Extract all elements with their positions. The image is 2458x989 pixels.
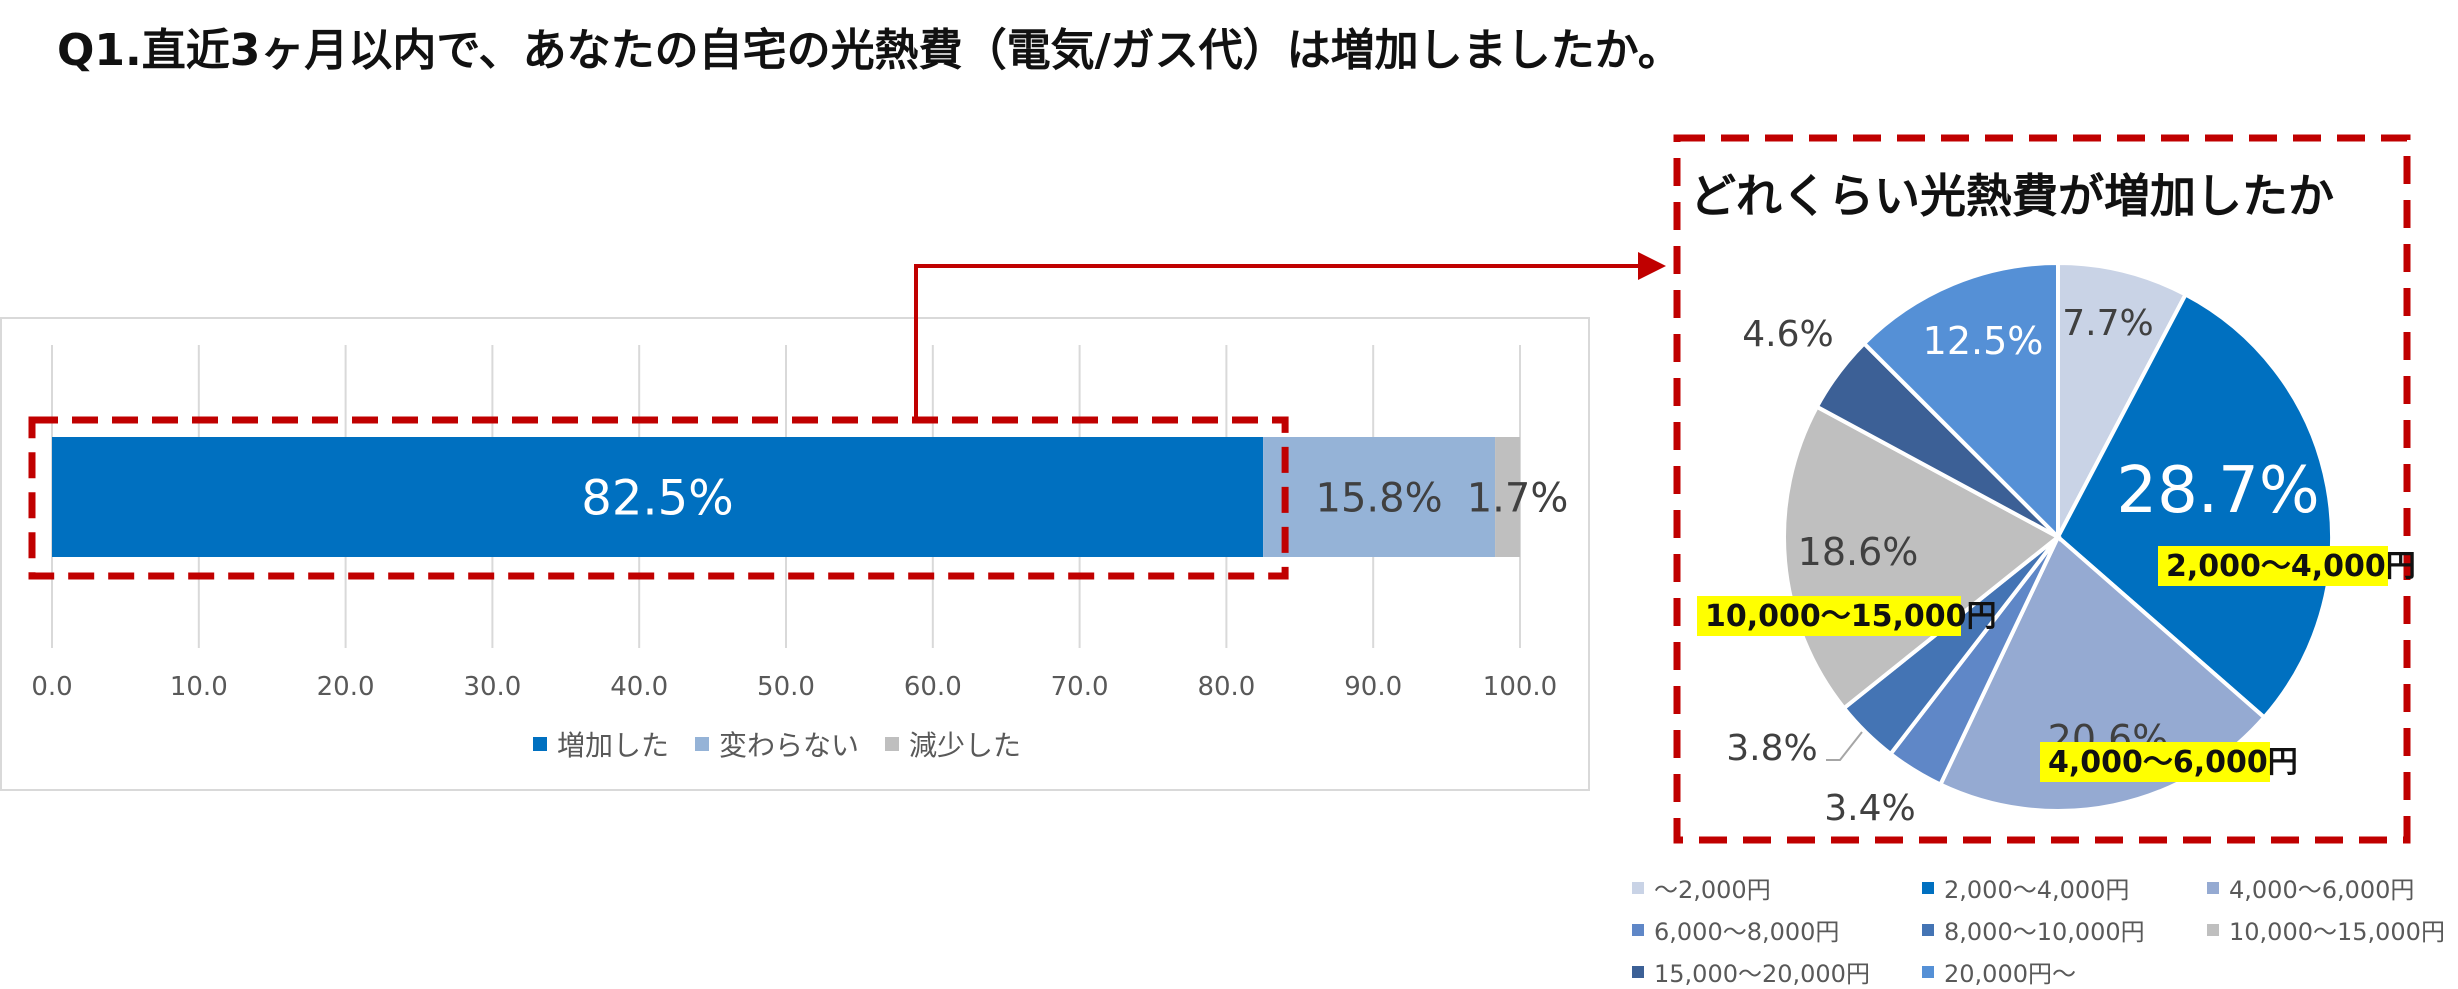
x-tick-label: 20.0 [317,672,375,702]
pie-data-label: 12.5% [1923,319,2044,363]
pie-data-label: 3.4% [1824,788,1915,829]
legend-item: 2,000～4,000円 [1922,870,2207,905]
bar-segment [1263,437,1496,557]
legend-swatch [533,737,547,751]
x-tick-label: 90.0 [1344,672,1402,702]
legend-item: ～2,000円 [1632,870,1922,905]
pie-highlight-box [1673,134,2411,844]
callout-highlight [2040,742,2270,782]
bar-highlight-box [28,416,1289,580]
x-tick-label: 70.0 [1051,672,1109,702]
callout-label: 4,000～6,000円 [2048,745,2298,780]
legend-item: 8,000～10,000円 [1922,912,2207,947]
legend-swatch [695,737,710,751]
legend-item: 6,000～8,000円 [1632,912,1922,947]
legend-label: 6,000～8,000円 [1654,918,1840,946]
legend-swatch [2207,923,2219,936]
legend-swatch [1922,965,1934,978]
connector-arrowhead [1638,252,1666,280]
pie-slice [2056,260,2189,538]
bar-segment [1495,437,1520,557]
legend-item: 変わらない [695,724,859,764]
legend-swatch [1922,881,1934,894]
legend-swatch [1632,881,1644,894]
legend-item: 減少した [885,724,1021,764]
bar-data-label: 82.5% [581,470,733,526]
pie-legend: ～2,000円 2,000～4,000円 4,000～6,000円 6,000～8,0… [1632,870,2457,989]
legend-label: 2,000～4,000円 [1944,876,2130,904]
bar-data-label: 15.8% [1316,475,1443,521]
label-leader-line [1826,731,1863,761]
legend-swatch [885,737,900,751]
callout-label: 2,000～4,000円 [2166,549,2416,584]
bar-data-label: 1.7% [1467,475,1569,521]
legend-label: 変わらない [719,729,860,762]
legend-swatch [1632,923,1644,936]
legend-swatch [1632,965,1644,978]
pie-data-label: 7.7% [2062,303,2153,344]
legend-item: 20,000円～ [1922,954,2207,989]
legend-item: 15,000～20,000円 [1632,954,1922,989]
pie-data-label: 28.7% [2116,454,2319,528]
legend-label: 8,000～10,000円 [1944,918,2145,946]
x-tick-label: 40.0 [610,672,668,702]
pie-slice [2055,291,2334,721]
legend-item: 10,000～15,000円 [2207,912,2457,947]
x-tick-label: 100.0 [1483,672,1557,702]
legend-label: 15,000～20,000円 [1654,960,1870,988]
pie-data-label: 18.6% [1798,530,1919,574]
legend-label: 増加した [557,729,670,762]
pie-data-label: 3.8% [1726,728,1817,769]
pie-title: どれくらい光熱費が増加したか [1690,169,2334,223]
legend-label: 減少した [909,729,1022,762]
legend-label: 10,000～15,000円 [2229,918,2445,946]
bar-legend: 増加した 変わらない 減少した [533,724,1047,764]
legend-swatch [2207,881,2219,894]
x-tick-label: 30.0 [463,672,521,702]
x-tick-label: 80.0 [1197,672,1255,702]
x-tick-label: 50.0 [757,672,815,702]
x-tick-label: 0.0 [31,672,72,702]
legend-label: ～2,000円 [1654,876,1771,904]
legend-label: 4,000～6,000円 [2229,876,2415,904]
x-tick-label: 10.0 [170,672,228,702]
pie-slice [1861,260,2060,542]
callout-highlight [1697,596,1961,636]
x-tick-label: 60.0 [904,672,962,702]
legend-item: 増加した [533,724,669,764]
bar-segment [52,437,1264,557]
page-title: Q1.直近3ヶ月以内で、あなたの自宅の光熱費（電気/ガス代）は増加しましたか。 [57,25,1682,76]
callout-highlight [2158,546,2388,586]
connector-line [914,264,1640,420]
callout-label: 10,000～15,000円 [1705,599,1997,634]
legend-label: 20,000円～ [1944,960,2076,988]
legend-item: 4,000～6,000円 [2207,870,2457,905]
pie-data-label: 4.6% [1742,314,1833,355]
legend-swatch [1922,923,1934,936]
